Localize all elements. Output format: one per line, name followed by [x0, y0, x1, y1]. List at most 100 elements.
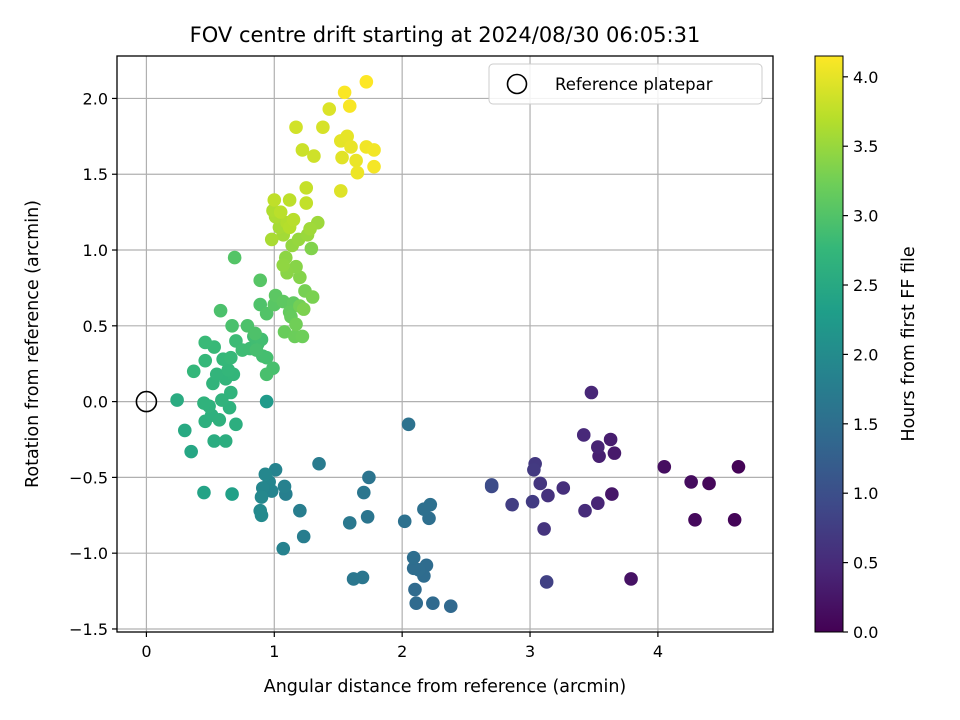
colorbar-gradient	[814, 55, 844, 633]
data-point	[221, 362, 236, 377]
colorbar-tick-label: 3.0	[853, 207, 878, 226]
data-point	[259, 350, 274, 365]
legend: Reference platepar	[488, 63, 763, 105]
x-axis: 0 1 2 3 4	[141, 632, 663, 661]
data-point	[286, 212, 301, 227]
data-point	[525, 494, 540, 509]
data-point	[727, 513, 742, 527]
data-point	[584, 385, 599, 400]
data-point	[303, 222, 317, 236]
data-point	[254, 490, 269, 504]
data-point	[408, 582, 422, 597]
data-point	[417, 502, 431, 517]
data-point	[218, 434, 233, 448]
data-point	[215, 393, 229, 407]
data-point	[229, 417, 243, 432]
data-point	[349, 153, 363, 168]
data-point	[276, 294, 291, 309]
data-point	[213, 303, 228, 318]
data-point	[225, 487, 239, 501]
data-point	[539, 575, 554, 589]
data-point	[360, 510, 375, 524]
data-point	[505, 497, 519, 512]
data-point	[484, 478, 499, 492]
data-point	[170, 393, 184, 407]
data-point	[367, 143, 381, 157]
data-point	[259, 367, 274, 382]
data-point	[362, 470, 376, 485]
data-point	[212, 412, 227, 427]
data-point	[340, 129, 354, 144]
colorbar-tick-label: 3.5	[853, 137, 878, 156]
x-tick-label: 2	[397, 642, 407, 661]
data-point	[409, 596, 424, 610]
data-point	[356, 485, 371, 500]
x-tick-label: 4	[653, 642, 663, 661]
data-point	[684, 475, 698, 489]
data-point	[591, 440, 605, 454]
data-point	[527, 463, 541, 477]
colorbar-label: Hours from first FF file	[899, 246, 919, 441]
data-points	[170, 74, 746, 614]
data-point	[624, 572, 638, 586]
colorbar-axis: 0.0 0.5 1.0 1.5 2.0 2.5 3.0 3.5 4.0	[843, 68, 878, 642]
data-point	[289, 317, 303, 332]
data-point	[359, 74, 374, 89]
data-point	[197, 396, 211, 410]
data-point	[293, 270, 307, 285]
data-point	[657, 459, 672, 474]
data-point	[198, 353, 213, 368]
data-point	[556, 481, 571, 495]
data-point	[335, 150, 349, 165]
y-tick-label: 2.0	[83, 89, 108, 108]
data-point	[337, 85, 352, 100]
reference-point	[135, 390, 158, 413]
data-point	[406, 561, 421, 576]
data-point	[576, 428, 591, 442]
colorbar-tick-label: 4.0	[853, 68, 878, 87]
data-point	[186, 364, 201, 379]
data-point	[299, 196, 314, 210]
data-point	[605, 487, 619, 501]
data-point	[289, 120, 303, 135]
data-point	[344, 140, 358, 154]
x-axis-label: Angular distance from reference (arcmin)	[264, 677, 627, 697]
data-point	[258, 467, 273, 482]
data-point	[276, 541, 291, 556]
data-point	[295, 143, 310, 157]
y-tick-label: 0.0	[83, 393, 108, 412]
data-point	[264, 232, 279, 247]
data-point	[731, 459, 746, 474]
y-tick-label: −1.0	[69, 544, 108, 563]
data-point	[276, 258, 291, 272]
data-point	[702, 476, 716, 491]
data-point	[307, 149, 321, 163]
data-point	[350, 165, 365, 180]
y-tick-label: 1.5	[83, 165, 108, 184]
y-tick-label: −0.5	[69, 468, 108, 487]
data-point	[305, 290, 320, 304]
x-tick-label: 0	[141, 642, 151, 661]
data-point	[299, 181, 314, 195]
data-point	[296, 529, 311, 544]
data-point	[207, 434, 221, 448]
data-point	[248, 326, 262, 341]
data-point	[578, 503, 592, 518]
y-tick-label: 1.0	[83, 241, 108, 260]
plot-frame	[116, 55, 774, 633]
y-tick-label: 0.5	[83, 317, 108, 336]
data-point	[293, 503, 307, 518]
data-point	[541, 488, 555, 503]
colorbar-tick-label: 2.5	[853, 276, 878, 295]
data-point	[397, 514, 412, 529]
legend-box	[488, 63, 763, 105]
data-point	[254, 508, 269, 523]
data-point	[184, 444, 198, 459]
data-point	[259, 306, 274, 321]
data-point	[322, 102, 337, 116]
data-point	[426, 596, 440, 610]
colorbar-tick-label: 0.5	[853, 554, 878, 573]
data-point	[333, 184, 348, 198]
data-point	[177, 423, 192, 438]
data-point	[537, 522, 551, 536]
